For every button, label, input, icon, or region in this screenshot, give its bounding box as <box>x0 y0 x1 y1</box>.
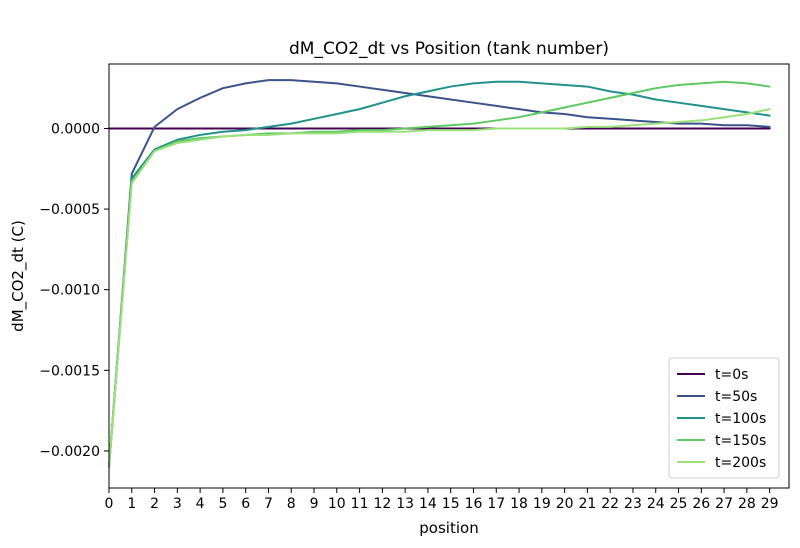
x-tick-label: 10 <box>328 496 346 512</box>
x-tick-label: 29 <box>761 496 779 512</box>
x-tick-label: 1 <box>127 496 136 512</box>
x-tick-label: 2 <box>150 496 159 512</box>
x-tick-label: 16 <box>465 496 483 512</box>
x-axis-label: position <box>419 519 478 537</box>
x-tick-label: 8 <box>287 496 296 512</box>
legend-box <box>668 357 780 479</box>
legend-label: t=200s <box>715 455 766 471</box>
x-tick-label: 27 <box>715 496 733 512</box>
x-tick-label: 26 <box>692 496 710 512</box>
y-tick-label: 0.0000 <box>51 121 100 137</box>
x-axis: 0 1 2 3 4 5 6 7 8 9 10 11 12 13 14 15 16 17 18 19 20 21 22 23 24… <box>105 488 779 512</box>
legend-label: t=150s <box>715 433 766 449</box>
series-lines <box>108 79 771 469</box>
x-tick-label: 14 <box>419 496 437 512</box>
x-tick-label: 20 <box>556 496 574 512</box>
x-tick-label: 7 <box>264 496 273 512</box>
x-tick-label: 4 <box>196 496 205 512</box>
x-tick-label: 25 <box>670 496 688 512</box>
series-line-4 <box>108 108 771 469</box>
legend-label: t=0s <box>715 367 748 383</box>
x-tick-label: 0 <box>105 496 114 512</box>
x-tick-label: 21 <box>578 496 596 512</box>
y-tick-label: −0.0015 <box>39 363 100 379</box>
x-tick-label: 17 <box>487 496 505 512</box>
chart-title: dM_CO2_dt vs Position (tank number) <box>289 39 609 59</box>
series-line-2 <box>108 80 771 469</box>
x-tick-label: 18 <box>510 496 528 512</box>
y-tick-label: −0.0005 <box>39 202 100 218</box>
plot-area-frame <box>108 63 790 489</box>
x-tick-label: 9 <box>310 496 319 512</box>
x-tick-label: 22 <box>601 496 619 512</box>
y-axis-label: dM_CO2_dt (C) <box>9 220 28 332</box>
x-tick-label: 24 <box>647 496 665 512</box>
x-tick-label: 11 <box>351 496 369 512</box>
x-tick-label: 19 <box>533 496 551 512</box>
y-tick-label: −0.0010 <box>39 283 100 299</box>
legend-label: t=100s <box>715 411 766 427</box>
x-tick-label: 15 <box>442 496 460 512</box>
y-tick-label: −0.0020 <box>39 444 100 460</box>
x-tick-label: 5 <box>218 496 227 512</box>
x-tick-label: 3 <box>173 496 182 512</box>
x-tick-label: 23 <box>624 496 642 512</box>
x-tick-label: 6 <box>241 496 250 512</box>
x-tick-label: 13 <box>396 496 414 512</box>
legend: t=0s t=50s t=100s t=150s t=200s <box>668 357 780 479</box>
x-tick-label: 28 <box>738 496 756 512</box>
series-line-1 <box>108 79 771 469</box>
legend-label: t=50s <box>715 389 757 405</box>
x-tick-label: 12 <box>373 496 391 512</box>
y-axis: 0.0000 −0.0005 −0.0010 −0.0015 −0.0020 <box>39 121 109 460</box>
